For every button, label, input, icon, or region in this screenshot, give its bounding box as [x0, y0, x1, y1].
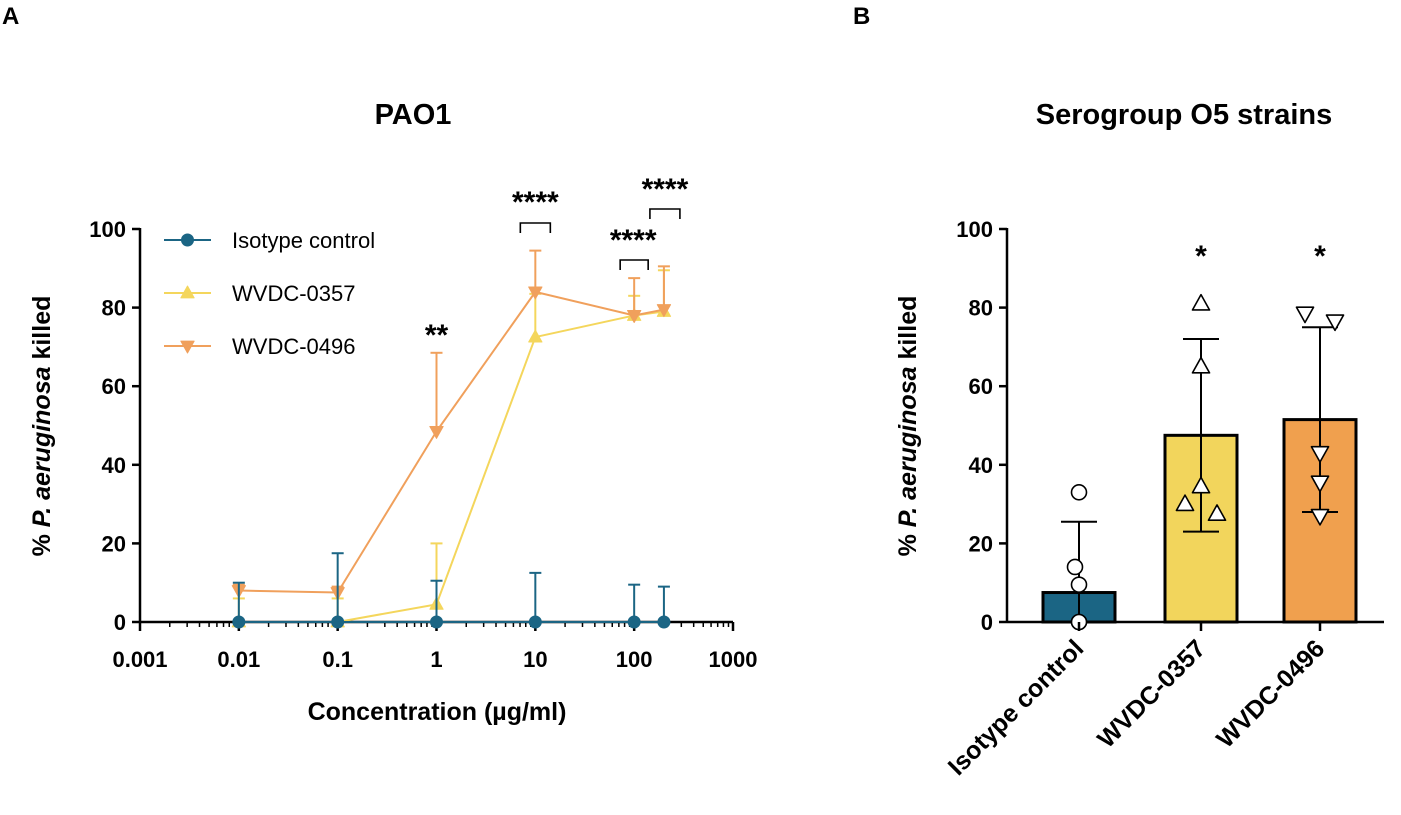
chart-b-y-tick-label: 100 [956, 217, 993, 242]
chart-b-y-tick-label: 80 [969, 296, 993, 321]
chart-a-x-tick-label: 0.01 [217, 647, 260, 672]
chart-b-x-tick-label: Isotype control [943, 634, 1090, 781]
data-point [1325, 314, 1345, 332]
data-point [232, 615, 246, 629]
chart-b-y-tick-label: 40 [969, 453, 993, 478]
significance-bracket [619, 259, 649, 270]
legend-label: Isotype control [232, 228, 375, 253]
data-point [657, 615, 671, 629]
data-point [627, 615, 641, 629]
chart-a-xlabel: Concentration (µg/ml) [308, 698, 567, 726]
chart-a-x-tick-label: 100 [616, 647, 653, 672]
data-point [1175, 494, 1195, 512]
data-point [1310, 508, 1330, 526]
chart-b-y-tick-label: 0 [981, 610, 993, 635]
chart-b-x-tick-label: WVDC-0496 [1211, 634, 1330, 753]
series-wvdc-0357 [231, 269, 672, 628]
data-point [528, 286, 543, 300]
chart-a-x-tick-label: 10 [523, 647, 547, 672]
chart-a-legend: Isotype control WVDC-0357 WVDC-0496 [164, 228, 375, 359]
chart-a-x-tick-label: 1000 [709, 647, 758, 672]
chart-a-ylabel-italic: P. aeruginosa [28, 366, 56, 527]
data-point [1066, 558, 1084, 576]
significance-bracket [649, 208, 681, 219]
chart-a-ylabel-suffix: killed [28, 296, 56, 367]
data-point [656, 304, 672, 318]
legend-marker [180, 285, 195, 299]
data-point [1295, 306, 1315, 324]
chart-b-ylabel-prefix: % [894, 527, 922, 556]
chart-a-x-tick-label: 0.001 [112, 647, 167, 672]
chart-a-ylabel: % P. aeruginosa killed [28, 296, 56, 557]
data-point [1070, 576, 1088, 593]
chart-a-y-tick-label: 20 [102, 531, 126, 556]
significance-bracket [519, 222, 552, 233]
chart-b-y-tick-label: 60 [969, 374, 993, 399]
significance-label: **** [512, 186, 559, 219]
data-point [430, 615, 443, 629]
significance-label: **** [610, 224, 657, 257]
chart-b-x-tick-label: WVDC-0357 [1092, 634, 1211, 753]
significance-label: * [1195, 240, 1207, 273]
chart-a-x-tick-label: 1 [430, 647, 442, 672]
data-point [1207, 504, 1227, 522]
data-point [331, 615, 345, 629]
data-point [429, 425, 444, 439]
chart-a-y-tick-label: 80 [102, 296, 126, 321]
data-point [1310, 445, 1330, 463]
data-point [1070, 484, 1088, 501]
legend-label: WVDC-0496 [232, 334, 355, 359]
data-point [1310, 475, 1330, 493]
data-point [1191, 293, 1211, 311]
chart-b-title: Serogroup O5 strains [1036, 99, 1333, 131]
data-point [528, 329, 543, 343]
data-point [528, 615, 542, 629]
panel-label-b: B [853, 3, 870, 30]
significance-label: ** [425, 319, 449, 352]
chart-a-y-tick-label: 100 [89, 217, 126, 242]
significance-label: **** [642, 173, 689, 206]
data-point [1191, 356, 1211, 374]
bar-group-isotype-control: Isotype control [943, 484, 1117, 781]
chart-a-title: PAO1 [375, 99, 452, 131]
bar-group-wvdc-0357: WVDC-0357 * [1092, 240, 1239, 753]
series-isotype-control [232, 552, 671, 629]
chart-b-ylabel-suffix: killed [894, 296, 922, 367]
data-point [1191, 476, 1211, 494]
chart-a-y-tick-label: 40 [102, 453, 126, 478]
chart-a-y-tick-label: 0 [114, 610, 126, 635]
chart-a-x-tick-label: 0.1 [322, 647, 353, 672]
legend-marker [180, 340, 195, 354]
data-point [627, 310, 642, 323]
chart-a-y-tick-label: 60 [102, 374, 126, 399]
legend-marker [181, 233, 194, 247]
chart-b-ylabel: % P. aeruginosa killed [894, 296, 922, 557]
chart-a-ylabel-prefix: % [28, 527, 56, 556]
legend-label: WVDC-0357 [232, 281, 355, 306]
chart-b-ylabel-italic: P. aeruginosa [894, 366, 922, 527]
chart-b-y-tick-label: 20 [969, 531, 993, 556]
significance-label: * [1314, 240, 1326, 273]
chart-a-annotations: ************** [425, 173, 689, 352]
chart-a: 0 20 40 60 80 100 0.001 0.01 0.1 1 10 100 1000 Isotyp… [89, 173, 757, 672]
panel-label-a: A [2, 3, 19, 30]
